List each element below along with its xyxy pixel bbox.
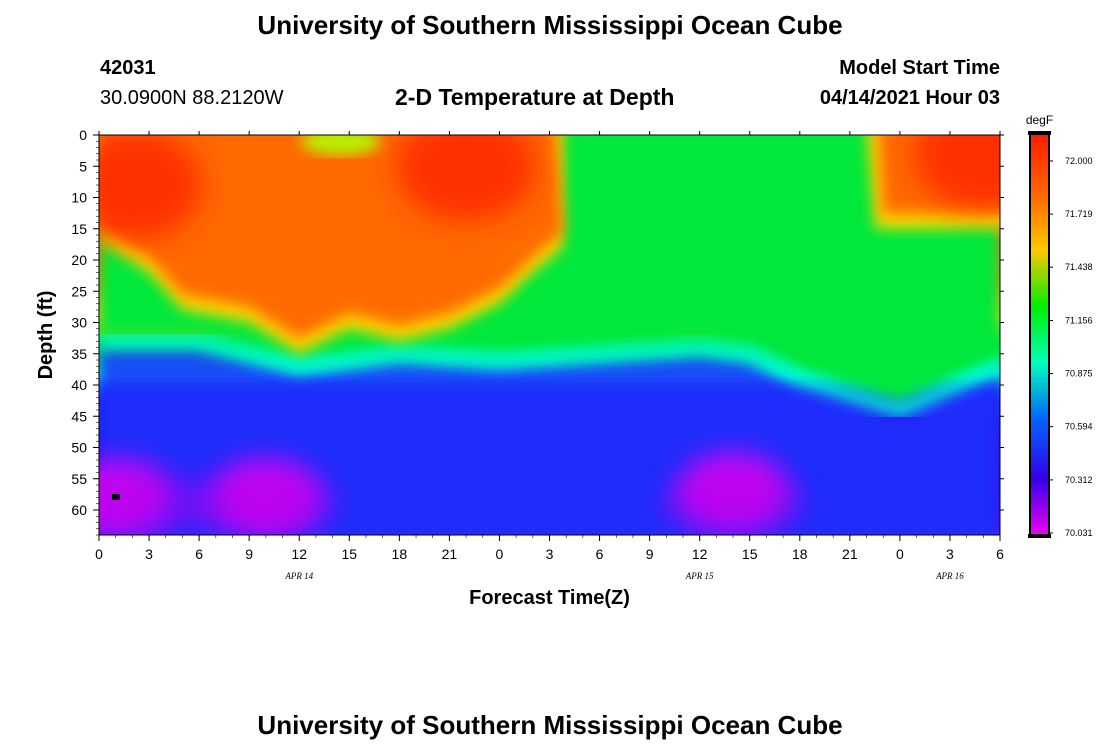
warm-core-2 [396,135,537,222]
y-tick-label: 25 [71,283,87,299]
colorbar-level-label: 71.438 [1065,262,1093,272]
x-tick-label: 0 [896,546,904,562]
x-day-label: APR 16 [935,571,964,581]
y-tick-label: 5 [79,158,87,174]
colorbar-cap-bottom [1028,534,1051,538]
x-tick-label: 18 [792,546,808,562]
y-tick-label: 40 [71,377,87,393]
y-tick-label: 35 [71,346,87,362]
thermocline-edge [99,334,1000,418]
y-tick-label: 0 [79,127,87,143]
x-tick-label: 15 [341,546,357,562]
y-tick-label: 55 [71,471,87,487]
y-tick-label: 15 [71,221,87,237]
station-id: 42031 [100,57,156,79]
colorbar-cap-top [1028,131,1051,135]
surface-cool-patch [300,135,381,156]
colorbar-level-label: 71.719 [1065,209,1093,219]
x-tick-label: 21 [442,546,458,562]
y-tick-label: 30 [71,315,87,331]
x-tick-label: 21 [842,546,858,562]
chart-subtitle: 2-D Temperature at Depth [395,84,675,110]
x-tick-label: 9 [245,546,253,562]
footer-title: University of Southern Mississippi Ocean… [257,710,843,740]
colorbar-level-label: 72.000 [1065,156,1093,166]
colorbar: degF 72.000 71.719 71.438 71.156 70.875 70.594… [1026,113,1093,538]
x-day-label: APR 14 [284,571,313,581]
violet-zone-1 [99,473,220,534]
heatmap-field [99,135,1000,535]
y-tick-label: 10 [71,190,87,206]
colorbar-level-label: 70.875 [1065,369,1093,379]
page-title: University of Southern Mississippi Ocean… [257,10,843,40]
x-axis-title: Forecast Time(Z) [469,587,630,609]
x-tick-label: 12 [692,546,708,562]
x-tick-label: 6 [996,546,1004,562]
colorbar-unit: degF [1026,113,1053,127]
x-day-label: APR 15 [685,571,714,581]
colorbar-scale [1029,133,1050,536]
violet-zone-2 [195,473,336,534]
x-tick-label: 3 [946,546,954,562]
y-tick-label: 45 [71,408,87,424]
warm-core-1 [99,135,203,240]
x-tick-label: 9 [646,546,654,562]
x-tick-label: 6 [596,546,604,562]
model-start-label: Model Start Time [839,57,1000,79]
colorbar-level-label: 71.156 [1065,315,1093,325]
y-tick-label: 60 [71,502,87,518]
x-tick-label: 18 [392,546,408,562]
warm-core-3 [913,135,1000,209]
x-tick-label: 15 [742,546,758,562]
x-tick-label: 3 [145,546,153,562]
data-marker [112,494,120,500]
y-axis-title: Depth (ft) [35,291,57,380]
y-tick-label: 20 [71,252,87,268]
colorbar-level-label: 70.312 [1065,475,1093,485]
x-tick-label: 3 [546,546,554,562]
model-start-time: 04/14/2021 Hour 03 [819,87,1000,109]
violet-zone-3 [663,473,804,534]
x-tick-label: 12 [291,546,307,562]
colorbar-level-label: 70.594 [1065,422,1093,432]
x-tick-label: 6 [195,546,203,562]
x-tick-label: 0 [95,546,103,562]
station-coordinates: 30.0900N 88.2120W [100,87,284,109]
y-tick-label: 50 [71,440,87,456]
colorbar-level-label: 70.031 [1065,528,1093,538]
x-tick-label: 0 [496,546,504,562]
